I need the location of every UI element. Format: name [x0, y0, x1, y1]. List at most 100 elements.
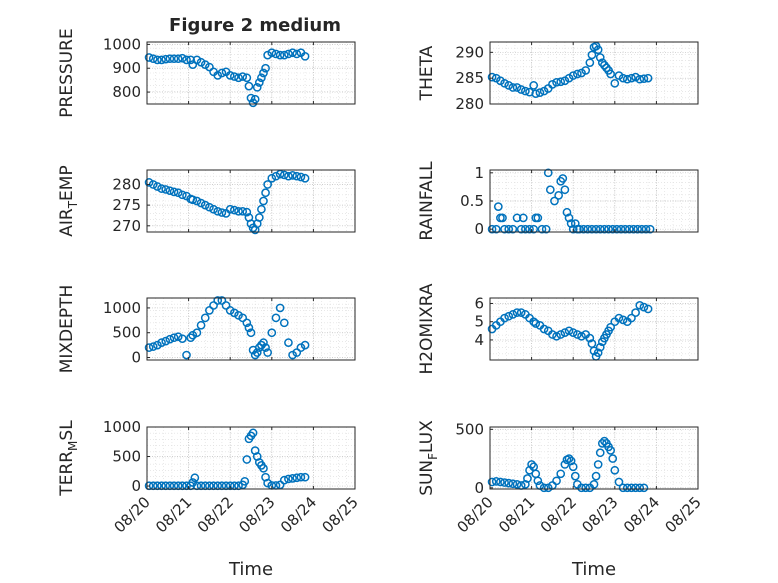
data-point-marker [543, 168, 553, 178]
data-point-marker [585, 58, 595, 68]
data-point-marker [552, 331, 561, 341]
data-point-marker [591, 471, 601, 481]
data-point-marker [587, 50, 597, 60]
data-point-marker [500, 478, 509, 487]
data-point-marker [600, 436, 609, 446]
data-point-marker [589, 479, 599, 489]
y-axis-label: THETA [417, 45, 437, 101]
data-point-marker [238, 313, 248, 323]
data-point-marker [248, 428, 258, 438]
data-point-marker [493, 202, 503, 211]
data-point-marker [627, 483, 636, 493]
data-point-marker [631, 72, 640, 82]
data-point-marker [631, 483, 640, 493]
data-point-marker [570, 219, 580, 228]
data-point-marker [635, 300, 645, 310]
data-point-marker [645, 224, 655, 234]
data-point-marker [169, 54, 179, 64]
data-point-marker [643, 73, 653, 83]
data-point-marker [635, 74, 645, 84]
data-point-marker [300, 340, 310, 350]
y-tick-label: 800 [112, 83, 141, 101]
data-point-marker [196, 198, 206, 208]
data-point-marker [252, 348, 262, 357]
data-point-marker [242, 73, 252, 83]
y-axis-label: SUNFLUX [417, 420, 440, 496]
data-point-marker [527, 460, 536, 469]
data-point-marker [267, 173, 277, 183]
data-point-marker [573, 69, 582, 79]
data-point-marker [597, 439, 607, 448]
plot-area [147, 427, 355, 489]
data-point-marker [537, 224, 547, 234]
data-point-marker [275, 303, 285, 313]
data-point-marker [279, 50, 289, 60]
data-point-marker [633, 224, 643, 234]
data-point-marker [564, 326, 574, 336]
data-point-marker [271, 171, 281, 181]
data-point-marker [566, 219, 576, 228]
data-point-marker [200, 200, 210, 210]
data-point-marker [498, 213, 507, 223]
data-point-marker [288, 171, 297, 180]
data-point-marker [533, 476, 543, 486]
data-point-marker [585, 333, 595, 343]
data-point-marker [271, 49, 281, 59]
data-point-marker [612, 224, 622, 234]
data-point-marker [512, 479, 522, 489]
data-point-marker [148, 342, 158, 351]
data-point-marker [217, 208, 227, 217]
data-point-marker [568, 224, 578, 234]
axes-frame [146, 297, 356, 361]
data-point-marker [279, 170, 289, 180]
data-point-marker [627, 73, 636, 83]
data-point-marker [541, 224, 551, 234]
data-point-marker [192, 196, 202, 206]
data-point-marker [500, 313, 509, 323]
data-point-marker [504, 478, 514, 488]
data-point-marker [618, 315, 628, 325]
axes-theta: 280 285 290 THETA [417, 41, 699, 113]
data-point-marker [261, 343, 270, 352]
data-point-marker [257, 204, 266, 214]
data-point-marker [610, 465, 620, 475]
data-point-marker [560, 460, 570, 469]
data-point-marker [593, 460, 603, 469]
data-point-marker [552, 476, 561, 486]
data-point-marker [568, 462, 578, 472]
x-tick-label: 08/22 [194, 493, 237, 536]
data-point-marker [288, 48, 297, 58]
data-point-marker [296, 472, 306, 482]
plot-area [490, 170, 698, 232]
data-point-marker [573, 330, 582, 339]
data-point-marker [161, 54, 171, 64]
data-point-marker [631, 308, 640, 317]
data-point-marker [244, 81, 254, 91]
data-point-marker [192, 328, 202, 338]
data-point-marker [512, 83, 522, 92]
x-tick-label: 08/20 [111, 493, 154, 536]
data-point-marker [252, 82, 262, 92]
data-point-marker [242, 318, 252, 328]
data-point-marker [250, 94, 260, 104]
data-point-marker [539, 324, 549, 334]
data-point-marker [591, 224, 601, 234]
data-point-marker [627, 313, 636, 323]
data-point-marker [275, 50, 285, 60]
data-point-marker [581, 483, 591, 493]
data-point-marker [550, 196, 559, 206]
data-point-marker [240, 476, 250, 486]
data-point-marker [246, 328, 256, 338]
data-point-marker [548, 80, 557, 89]
data-point-marker [595, 342, 605, 352]
data-point-marker [263, 348, 272, 357]
data-point-marker [487, 72, 497, 82]
data-point-marker [606, 322, 615, 332]
plot-area [147, 170, 355, 232]
data-point-marker [267, 48, 277, 58]
data-point-marker [516, 224, 526, 234]
data-point-marker [221, 301, 231, 310]
data-point-marker [259, 196, 268, 206]
data-point-marker [254, 343, 264, 352]
